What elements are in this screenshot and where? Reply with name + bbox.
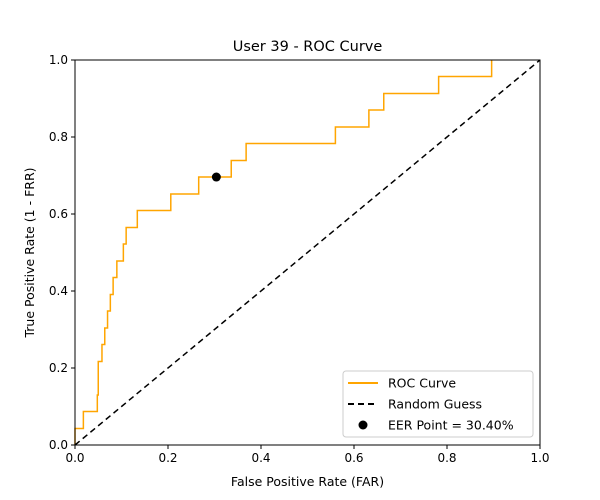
legend-label-eer-point: EER Point = 30.40%	[388, 418, 514, 433]
x-tick-label: 0.4	[251, 451, 270, 465]
chart-title: User 39 - ROC Curve	[233, 39, 383, 55]
legend: ROC Curve Random Guess EER Point = 30.40…	[343, 371, 533, 437]
y-tick-label: 1.0	[49, 53, 68, 67]
y-tick-label: 0.8	[49, 130, 68, 144]
legend-label-roc-curve: ROC Curve	[388, 376, 456, 391]
y-axis-label: True Positive Rate (1 - FRR)	[22, 167, 37, 338]
x-tick-label: 0.8	[437, 451, 456, 465]
x-tick-label: 0.0	[65, 451, 84, 465]
legend-label-random-guess: Random Guess	[388, 397, 482, 412]
y-tick-label: 0.4	[49, 284, 68, 298]
eer-point-marker	[212, 173, 221, 182]
x-tick-label: 0.6	[344, 451, 363, 465]
y-tick-label: 0.0	[49, 438, 68, 452]
y-tick-label: 0.6	[49, 207, 68, 221]
legend-swatch-eer-point	[359, 421, 368, 430]
x-axis-label: False Positive Rate (FAR)	[231, 474, 384, 489]
x-tick-label: 1.0	[530, 451, 549, 465]
y-tick-label: 0.2	[49, 361, 68, 375]
x-tick-label: 0.2	[158, 451, 177, 465]
